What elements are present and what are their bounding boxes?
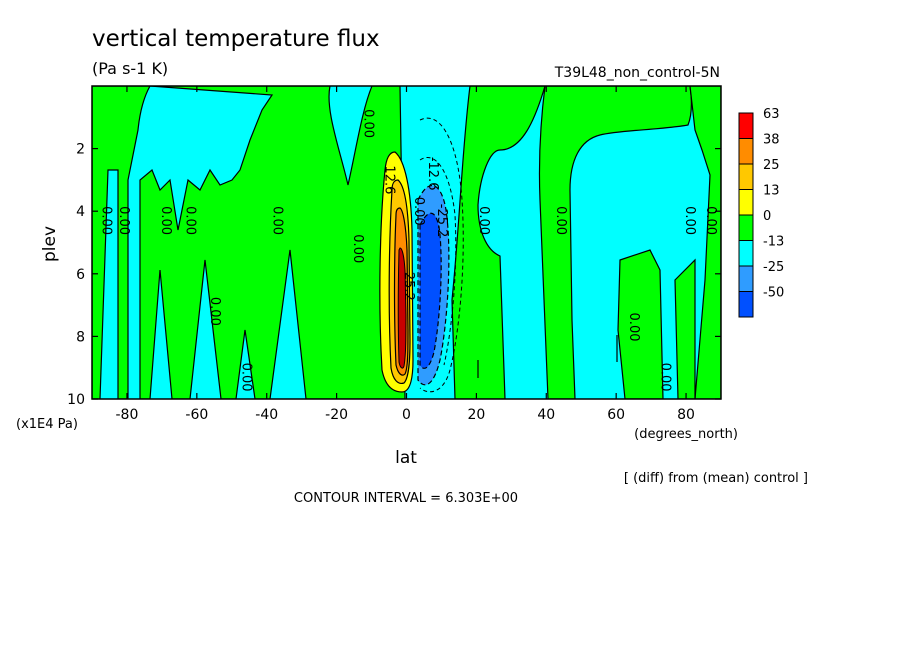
colorbar-label: 0 — [763, 209, 771, 224]
y-tick-label: 4 — [76, 204, 85, 220]
colorbar-label: -13 — [763, 235, 784, 250]
x-tick-label: 20 — [467, 407, 485, 423]
contour-label: 0.00 — [476, 206, 491, 235]
x-tick-label: 60 — [607, 407, 625, 423]
region-negative-core-25 — [419, 212, 442, 369]
colorbar-swatch — [738, 240, 754, 267]
contour-label: 0.00 — [626, 313, 641, 342]
region-positive-patch-2 — [674, 258, 696, 399]
x-tick-label: 40 — [537, 407, 555, 423]
contour-label: 0.00 — [270, 206, 285, 235]
diff-note: [ (diff) from (mean) control ] — [624, 471, 808, 486]
x-units-label: (degrees_north) — [634, 427, 738, 442]
contour-label: 25.2 — [401, 272, 416, 301]
contour-label: 0.00 — [682, 206, 697, 235]
contour-label: 0.00 — [182, 206, 197, 235]
contour-label: 0.00 — [411, 197, 426, 226]
y-axis-label: plev — [40, 226, 60, 262]
colorbar-label: 63 — [763, 107, 780, 122]
contour-label: 0.00 — [361, 109, 376, 138]
contour-label: 0.00 — [238, 363, 253, 392]
contour-label: 0.00 — [350, 234, 365, 263]
contour-label: 0.00 — [116, 206, 131, 235]
region-positive-far-east — [689, 86, 721, 399]
contour-label: 0.00 — [98, 206, 113, 235]
region-positive-east — [538, 86, 692, 399]
y-tick-label: 8 — [76, 329, 85, 345]
x-tick-label: 0 — [402, 407, 411, 423]
contour-label: 0.00 — [658, 363, 673, 392]
colorbar-swatch — [738, 138, 754, 165]
chart-subtitle: (Pa s-1 K) — [92, 59, 168, 78]
colorbar-swatch — [738, 189, 754, 216]
x-tick-label: -40 — [255, 407, 278, 423]
colorbar-label: -25 — [763, 260, 784, 275]
colorbar-label: 38 — [763, 133, 780, 148]
contour-label: 0.00 — [703, 206, 718, 235]
plot-area — [92, 86, 721, 399]
colorbar-swatch — [738, 265, 754, 292]
y-axis: 2 4 6 8 10 — [67, 142, 721, 408]
colorbar-swatch — [738, 112, 754, 139]
contour-negative-outer — [419, 117, 464, 393]
y-tick-label: 10 — [67, 392, 85, 408]
colorbar-label: 13 — [763, 184, 780, 199]
y-tick-label: 2 — [76, 142, 85, 158]
contour-negative-mid — [419, 157, 457, 366]
y-units-label: (x1E4 Pa) — [16, 417, 78, 432]
x-tick-label: -20 — [325, 407, 348, 423]
colorbar: 63 38 25 13 0 -13 -25 -50 — [738, 107, 784, 318]
run-label: T39L48_non_control-5N — [554, 65, 720, 81]
contour-label: 0.00 — [207, 297, 222, 326]
contour-label: 0.00 — [553, 206, 568, 235]
region-positive-patch-1 — [617, 249, 664, 399]
contour-label: -12.6 — [425, 157, 440, 191]
x-tick-label: -80 — [116, 407, 139, 423]
contour-label: 12.6 — [382, 165, 397, 194]
contour-labels: 0.00 0.00 0.00 0.000.000.000.000.000.0012.6… — [98, 109, 718, 391]
colorbar-label: -50 — [763, 286, 784, 301]
x-tick-label: -60 — [185, 407, 208, 423]
x-axis-label: lat — [395, 448, 417, 468]
contour-label: -25.2 — [434, 204, 449, 238]
y-tick-label: 6 — [76, 267, 85, 283]
colorbar-swatch — [738, 163, 754, 190]
chart-title: vertical temperature flux — [92, 26, 380, 52]
x-tick-label: 80 — [677, 407, 695, 423]
region-positive-center — [451, 86, 546, 399]
colorbar-label: 25 — [763, 158, 780, 173]
contour-label: 0.00 — [158, 206, 173, 235]
region-positive-west-1 — [92, 86, 151, 399]
region-positive-core-63 — [397, 247, 407, 369]
contour-interval: CONTOUR INTERVAL = 6.303E+00 — [294, 491, 518, 506]
colorbar-swatch — [738, 291, 754, 318]
colorbar-swatch — [738, 214, 754, 241]
x-axis: -80 -60 -40 -20 0 20 40 60 80 — [116, 86, 695, 423]
